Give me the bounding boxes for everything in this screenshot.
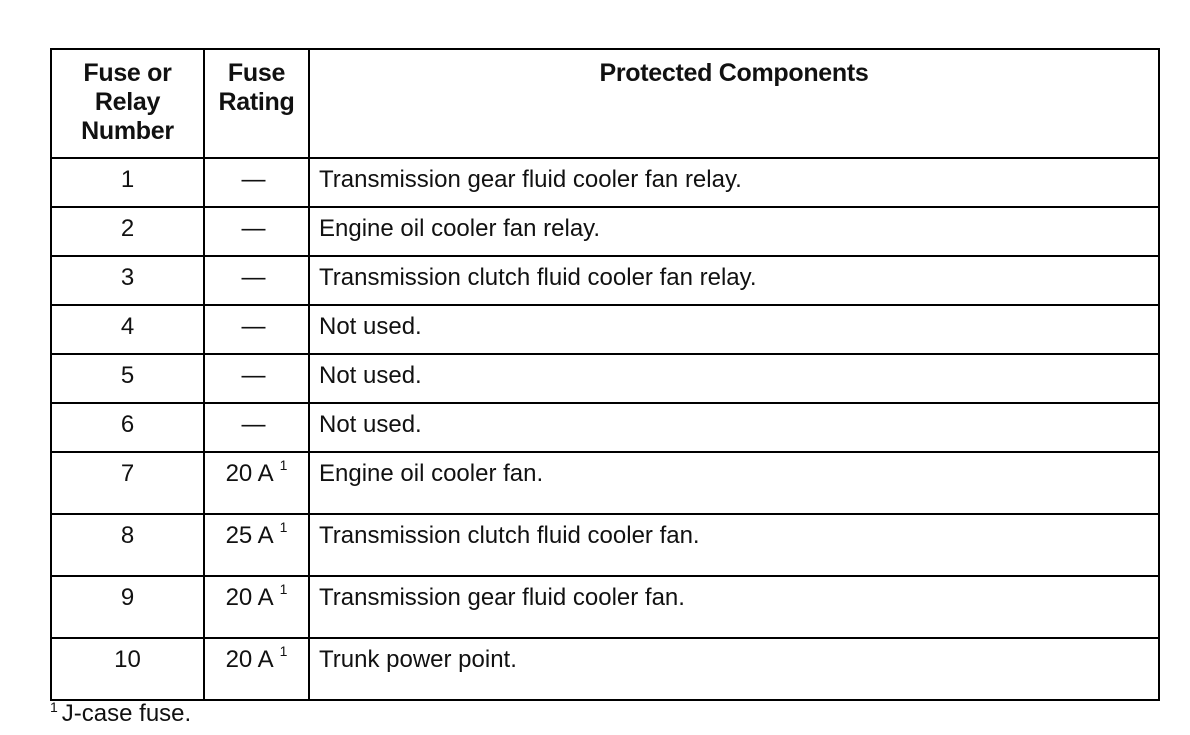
- col-header-protected-components: Protected Components: [308, 48, 1160, 159]
- protected-component: Engine oil cooler fan relay.: [308, 206, 1160, 257]
- fuse-number: 4: [50, 304, 205, 355]
- protected-component: Transmission gear fluid cooler fan relay…: [308, 157, 1160, 208]
- fuse-number: 6: [50, 402, 205, 453]
- col-header-fuse-number: Fuse or Relay Number: [50, 48, 205, 159]
- col-header-fuse-rating: Fuse Rating: [203, 48, 310, 159]
- footnote-marker: 1: [279, 457, 288, 473]
- table-row: 6 — Not used.: [50, 402, 1160, 453]
- protected-component: Not used.: [308, 304, 1160, 355]
- fuse-number: 2: [50, 206, 205, 257]
- fuse-rating-value: 20 A: [225, 584, 274, 611]
- footnote-marker: 1: [279, 643, 288, 659]
- table-row: 7 20 A 1 Engine oil cooler fan.: [50, 451, 1160, 515]
- fuse-rating-value: —: [241, 215, 266, 242]
- fuse-rating: —: [203, 304, 310, 355]
- fuse-rating-value: —: [241, 411, 266, 438]
- table-row: 9 20 A 1 Transmission gear fluid cooler f…: [50, 575, 1160, 639]
- protected-component: Transmission clutch fluid cooler fan.: [308, 513, 1160, 577]
- fuse-rating-value: 25 A: [225, 522, 274, 549]
- protected-component: Transmission gear fluid cooler fan.: [308, 575, 1160, 639]
- table-row: 4 — Not used.: [50, 304, 1160, 355]
- fuse-rating: 20 A 1: [203, 451, 310, 515]
- footnote-marker: 1: [279, 581, 288, 597]
- fuse-rating: 20 A 1: [203, 575, 310, 639]
- fuse-number: 9: [50, 575, 205, 639]
- fuse-rating: —: [203, 255, 310, 306]
- fuse-rating-value: 20 A: [225, 460, 274, 487]
- footnote-text: J-case fuse.: [61, 700, 192, 727]
- fuse-number: 3: [50, 255, 205, 306]
- fuse-rating: —: [203, 402, 310, 453]
- fuse-rating: 25 A 1: [203, 513, 310, 577]
- table-row: 2 — Engine oil cooler fan relay.: [50, 206, 1160, 257]
- table-row: 10 20 A 1 Trunk power point.: [50, 637, 1160, 701]
- fuse-relay-table: Fuse or Relay Number Fuse Rating Protect…: [50, 48, 1160, 701]
- table-row: 3 — Transmission clutch fluid cooler fan…: [50, 255, 1160, 306]
- fuse-number: 5: [50, 353, 205, 404]
- fuse-rating-value: —: [241, 264, 266, 291]
- footnote-marker: 1: [50, 699, 58, 715]
- table-row: 5 — Not used.: [50, 353, 1160, 404]
- protected-component: Transmission clutch fluid cooler fan rel…: [308, 255, 1160, 306]
- header-row: Fuse or Relay Number Fuse Rating Protect…: [50, 48, 1160, 159]
- footnote: 1 J-case fuse.: [50, 699, 191, 729]
- fuse-rating-value: —: [241, 313, 266, 340]
- protected-component: Not used.: [308, 353, 1160, 404]
- fuse-number: 7: [50, 451, 205, 515]
- fuse-rating-value: —: [241, 166, 266, 193]
- fuse-rating-value: 20 A: [225, 646, 274, 673]
- table-row: 1 — Transmission gear fluid cooler fan r…: [50, 157, 1160, 208]
- fuse-number: 8: [50, 513, 205, 577]
- fuse-rating-value: —: [241, 362, 266, 389]
- fuse-rating: —: [203, 206, 310, 257]
- footnote-marker: 1: [279, 519, 288, 535]
- fuse-number: 1: [50, 157, 205, 208]
- fuse-number: 10: [50, 637, 205, 701]
- protected-component: Trunk power point.: [308, 637, 1160, 701]
- fuse-rating: 20 A 1: [203, 637, 310, 701]
- protected-component: Not used.: [308, 402, 1160, 453]
- fuse-rating: —: [203, 353, 310, 404]
- table-row: 8 25 A 1 Transmission clutch fluid cooler…: [50, 513, 1160, 577]
- fuse-rating: —: [203, 157, 310, 208]
- protected-component: Engine oil cooler fan.: [308, 451, 1160, 515]
